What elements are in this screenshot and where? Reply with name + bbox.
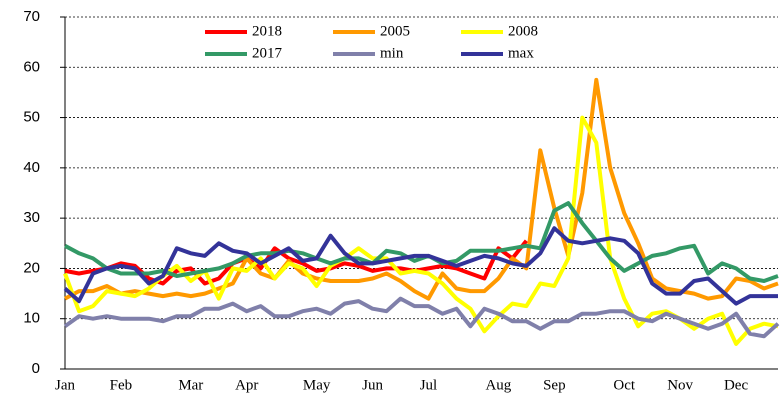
y-tick-label: 10 bbox=[23, 310, 40, 327]
x-tick-label: Feb bbox=[110, 377, 133, 393]
x-tick-label: Mar bbox=[178, 377, 203, 393]
x-tick-label: May bbox=[303, 377, 331, 393]
series-line bbox=[63, 115, 779, 346]
series-line bbox=[64, 77, 779, 301]
legend-label: 2017 bbox=[252, 45, 283, 61]
legend-label: 2005 bbox=[380, 23, 410, 39]
y-tick-label: 50 bbox=[23, 109, 40, 126]
series-line bbox=[63, 296, 780, 339]
x-tick-label: Jun bbox=[362, 377, 383, 393]
y-tick-label: 30 bbox=[23, 209, 40, 226]
x-tick-label: Aug bbox=[485, 377, 511, 393]
y-tick-label: 20 bbox=[23, 259, 40, 276]
y-tick-label: 70 bbox=[23, 8, 40, 25]
series-line bbox=[64, 201, 779, 283]
series-line bbox=[63, 226, 778, 306]
x-tick-label: Jan bbox=[55, 377, 75, 393]
legend-label: max bbox=[508, 45, 534, 61]
x-tick-label: Dec bbox=[724, 377, 748, 393]
y-tick-label: 40 bbox=[23, 159, 40, 176]
legend-label: min bbox=[380, 45, 404, 61]
x-tick-label: Oct bbox=[613, 377, 635, 393]
x-tick-label: Nov bbox=[667, 377, 693, 393]
y-tick-label: 60 bbox=[23, 58, 40, 75]
legend-label: 2018 bbox=[252, 23, 282, 39]
x-tick-label: Jul bbox=[420, 377, 438, 393]
x-tick-label: Sep bbox=[543, 377, 566, 393]
y-tick-label: 0 bbox=[32, 360, 40, 377]
x-tick-label: Apr bbox=[235, 377, 258, 393]
legend-label: 2008 bbox=[508, 23, 538, 39]
